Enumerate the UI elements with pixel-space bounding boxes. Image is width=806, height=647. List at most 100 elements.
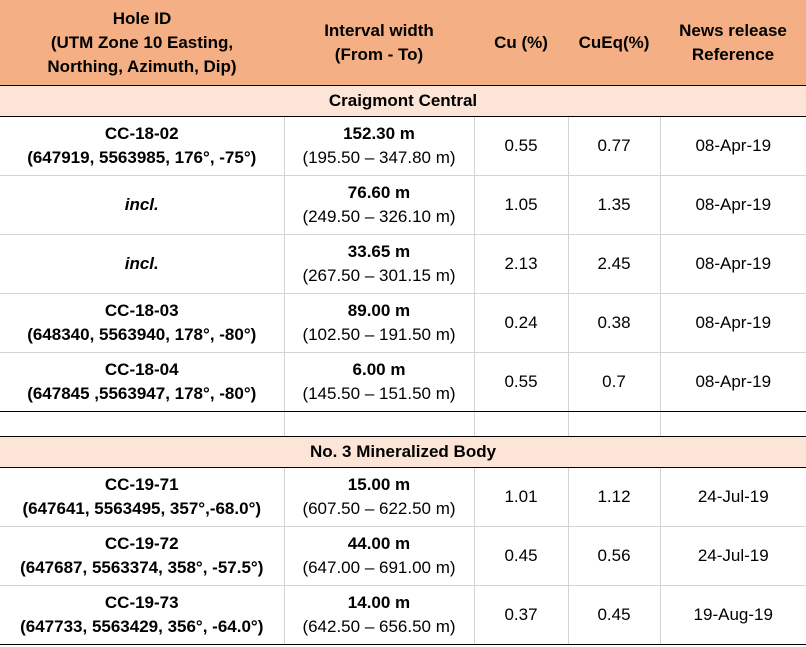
cu-value: 2.13 <box>473 234 569 294</box>
hole-coords: (647687, 5563374, 358°, -57.5°) <box>20 558 264 577</box>
interval-range: (607.50 – 622.50 m) <box>302 499 456 518</box>
interval-width: 89.00 m <box>347 301 411 320</box>
section-title: No. 3 Mineralized Body <box>0 436 806 468</box>
hole-id: incl. <box>124 254 159 273</box>
news-ref: 08-Apr-19 <box>659 234 806 294</box>
header-news-release: News release Reference <box>660 0 806 86</box>
hole-coords: (647919, 5563985, 176°, -75°) <box>27 148 257 167</box>
interval-range: (647.00 – 691.00 m) <box>302 558 456 577</box>
news-ref: 08-Apr-19 <box>659 352 806 412</box>
interval-width: 44.00 m <box>347 534 411 553</box>
header-hole-id: Hole ID (UTM Zone 10 Easting, Northing, … <box>0 0 284 86</box>
interval-cell: 6.00 m (145.50 – 151.50 m) <box>283 352 475 412</box>
cu-value: 0.55 <box>473 352 569 412</box>
interval-range: (642.50 – 656.50 m) <box>302 617 456 636</box>
cu-value: 0.37 <box>473 585 569 645</box>
interval-range: (249.50 – 326.10 m) <box>302 207 456 226</box>
interval-range: (195.50 – 347.80 m) <box>302 148 456 167</box>
interval-width: 6.00 m <box>352 360 406 379</box>
spacer-row <box>0 411 806 437</box>
spacer-cell <box>283 411 475 437</box>
news-ref: 08-Apr-19 <box>659 293 806 353</box>
cu-value: 1.05 <box>473 175 569 235</box>
cueq-value: 1.12 <box>567 467 661 527</box>
interval-cell: 76.60 m (249.50 – 326.10 m) <box>283 175 475 235</box>
interval-range: (102.50 – 191.50 m) <box>302 325 456 344</box>
hole-id-cell: CC-19-73 (647733, 5563429, 356°, -64.0°) <box>0 585 285 645</box>
hole-id-cell: incl. <box>0 175 285 235</box>
header-interval-line2: (From - To) <box>334 44 424 64</box>
table-row: CC-19-71 (647641, 5563495, 357°,-68.0°) … <box>0 467 806 527</box>
table-row: CC-19-72 (647687, 5563374, 358°, -57.5°)… <box>0 526 806 586</box>
header-news-line2: Reference <box>691 44 775 64</box>
table-row: incl. 76.60 m (249.50 – 326.10 m) 1.05 1… <box>0 175 806 235</box>
header-hole-id-line2: (UTM Zone 10 Easting, <box>50 32 234 52</box>
news-ref: 24-Jul-19 <box>659 467 806 527</box>
hole-coords: (647845 ,5563947, 178°, -80°) <box>27 384 257 403</box>
interval-cell: 15.00 m (607.50 – 622.50 m) <box>283 467 475 527</box>
section-row: No. 3 Mineralized Body <box>0 436 806 468</box>
interval-cell: 89.00 m (102.50 – 191.50 m) <box>283 293 475 353</box>
cu-value: 0.55 <box>473 116 569 176</box>
header-news-line1: News release <box>679 20 787 40</box>
cueq-value: 0.56 <box>567 526 661 586</box>
hole-id-cell: CC-18-02 (647919, 5563985, 176°, -75°) <box>0 116 285 176</box>
hole-id: CC-19-72 <box>104 534 179 553</box>
header-hole-id-line3: Northing, Azimuth, Dip) <box>47 56 237 76</box>
cueq-value: 1.35 <box>567 175 661 235</box>
cueq-value: 0.7 <box>567 352 661 412</box>
interval-width: 33.65 m <box>347 242 411 261</box>
table-row: CC-18-02 (647919, 5563985, 176°, -75°) 1… <box>0 116 806 176</box>
interval-cell: 152.30 m (195.50 – 347.80 m) <box>283 116 475 176</box>
interval-cell: 44.00 m (647.00 – 691.00 m) <box>283 526 475 586</box>
news-ref: 24-Jul-19 <box>659 526 806 586</box>
cueq-value: 0.38 <box>567 293 661 353</box>
news-ref: 19-Aug-19 <box>659 585 806 645</box>
cueq-value: 2.45 <box>567 234 661 294</box>
hole-coords: (647641, 5563495, 357°,-68.0°) <box>22 499 262 518</box>
table-row: CC-18-03 (648340, 5563940, 178°, -80°) 8… <box>0 293 806 353</box>
interval-width: 15.00 m <box>347 475 411 494</box>
hole-id: CC-19-73 <box>104 593 179 612</box>
spacer-cell <box>0 411 285 437</box>
cueq-value: 0.77 <box>567 116 661 176</box>
hole-id-cell: CC-18-03 (648340, 5563940, 178°, -80°) <box>0 293 285 353</box>
cu-value: 0.45 <box>473 526 569 586</box>
news-ref: 08-Apr-19 <box>659 116 806 176</box>
hole-id-cell: CC-18-04 (647845 ,5563947, 178°, -80°) <box>0 352 285 412</box>
interval-range: (145.50 – 151.50 m) <box>302 384 456 403</box>
news-ref: 08-Apr-19 <box>659 175 806 235</box>
hole-coords: (648340, 5563940, 178°, -80°) <box>27 325 257 344</box>
header-row: Hole ID (UTM Zone 10 Easting, Northing, … <box>0 0 806 86</box>
hole-id: CC-18-04 <box>104 360 179 379</box>
hole-id-cell: CC-19-71 (647641, 5563495, 357°,-68.0°) <box>0 467 285 527</box>
interval-cell: 14.00 m (642.50 – 656.50 m) <box>283 585 475 645</box>
spacer-cell <box>567 411 661 437</box>
interval-cell: 33.65 m (267.50 – 301.15 m) <box>283 234 475 294</box>
table-row: incl. 33.65 m (267.50 – 301.15 m) 2.13 2… <box>0 234 806 294</box>
hole-id: incl. <box>124 195 159 214</box>
table-row: CC-19-73 (647733, 5563429, 356°, -64.0°)… <box>0 585 806 645</box>
cueq-value: 0.45 <box>567 585 661 645</box>
hole-coords: (647733, 5563429, 356°, -64.0°) <box>20 617 264 636</box>
spacer-cell <box>659 411 806 437</box>
cu-value: 1.01 <box>473 467 569 527</box>
interval-width: 152.30 m <box>343 124 415 143</box>
header-cueq: CuEq(%) <box>568 0 660 86</box>
section-row: Craigmont Central <box>0 85 806 117</box>
header-cu: Cu (%) <box>474 0 568 86</box>
spacer-cell <box>473 411 569 437</box>
section-title: Craigmont Central <box>0 85 806 117</box>
hole-id: CC-18-03 <box>104 301 179 320</box>
hole-id: CC-18-02 <box>104 124 179 143</box>
header-interval-line1: Interval width <box>324 20 434 40</box>
hole-id-cell: incl. <box>0 234 285 294</box>
interval-width: 76.60 m <box>347 183 411 202</box>
table-row: CC-18-04 (647845 ,5563947, 178°, -80°) 6… <box>0 352 806 412</box>
interval-width: 14.00 m <box>347 593 411 612</box>
header-hole-id-line1: Hole ID <box>112 8 172 28</box>
hole-id: CC-19-71 <box>104 475 179 494</box>
header-interval: Interval width (From - To) <box>284 0 474 86</box>
interval-range: (267.50 – 301.15 m) <box>302 266 456 285</box>
